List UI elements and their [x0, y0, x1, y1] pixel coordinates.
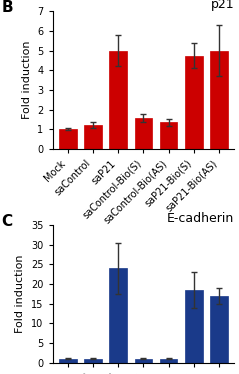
Bar [185, 55, 203, 149]
Bar [160, 359, 177, 363]
Bar [59, 359, 76, 363]
Text: E-cadherin: E-cadherin [167, 212, 234, 225]
Text: p21: p21 [211, 0, 234, 11]
Bar [135, 117, 152, 149]
Bar [109, 268, 127, 363]
Bar [135, 359, 152, 363]
Bar [84, 125, 102, 149]
Y-axis label: Fold induction: Fold induction [16, 255, 26, 333]
Bar [185, 290, 203, 363]
Bar [109, 50, 127, 149]
Bar [84, 359, 102, 363]
Bar [210, 50, 228, 149]
Bar [59, 129, 76, 149]
Text: C: C [2, 214, 13, 229]
Text: B: B [2, 0, 13, 15]
Bar [160, 123, 177, 149]
Y-axis label: Fold induction: Fold induction [22, 41, 32, 119]
Bar [210, 296, 228, 363]
